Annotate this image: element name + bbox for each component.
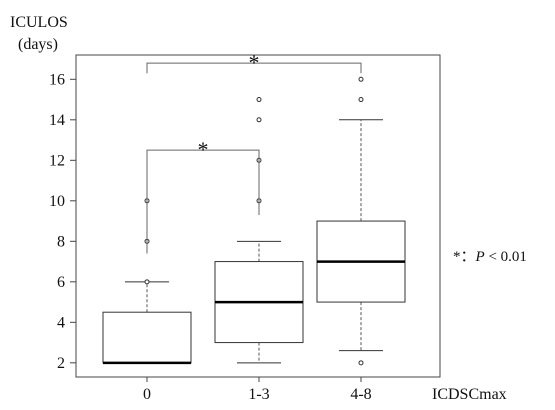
significance-brackets: ** bbox=[146, 50, 362, 254]
significance-star: * bbox=[198, 137, 209, 162]
x-axis-label: ICDSCmax bbox=[432, 386, 507, 403]
outlier-point bbox=[358, 360, 364, 366]
box-group-4-8 bbox=[316, 76, 406, 366]
y-axis-label-line1: ICULOS bbox=[10, 14, 68, 31]
y-tick-label: 8 bbox=[57, 233, 65, 250]
y-tick-label: 10 bbox=[49, 193, 65, 210]
outlier-point bbox=[358, 97, 364, 103]
y-tick-label: 4 bbox=[57, 314, 65, 331]
bracket-line bbox=[146, 62, 362, 74]
y-ticks: 2 4 6 8 10 12 14 16 bbox=[49, 71, 76, 372]
box-group-1-3 bbox=[214, 97, 304, 364]
p-value-p: P bbox=[475, 249, 485, 265]
x-tick-label: 0 bbox=[143, 386, 151, 403]
significance-star: * bbox=[249, 50, 260, 75]
significance-bracket-1: * bbox=[146, 137, 260, 254]
y-tick-label: 2 bbox=[57, 355, 65, 372]
x-tick-label: 4-8 bbox=[350, 386, 371, 403]
outlier-point bbox=[256, 117, 262, 123]
y-axis-label-line2: (days) bbox=[18, 36, 58, 53]
y-tick-label: 12 bbox=[49, 152, 65, 169]
box-group-0 bbox=[102, 198, 192, 365]
x-tick-label: 1-3 bbox=[248, 386, 269, 403]
significance-bracket-2: * bbox=[146, 50, 362, 75]
p-value-threshold: < 0.01 bbox=[485, 249, 527, 265]
plot-frame bbox=[75, 54, 441, 378]
p-value-star: * bbox=[453, 249, 461, 265]
p-value-note: *：P < 0.01 bbox=[453, 249, 527, 265]
bracket-line bbox=[146, 149, 260, 254]
outlier-point bbox=[358, 76, 364, 82]
y-tick-label: 6 bbox=[57, 274, 65, 291]
iqr-box bbox=[102, 311, 192, 364]
outlier-point bbox=[256, 97, 262, 103]
boxes bbox=[102, 76, 406, 366]
x-ticks: 0 1-3 4-8 bbox=[143, 377, 372, 403]
y-tick-label: 16 bbox=[49, 71, 65, 88]
p-value-colon: ： bbox=[461, 249, 476, 265]
y-tick-label: 14 bbox=[49, 112, 65, 129]
outlier-point bbox=[144, 279, 150, 285]
